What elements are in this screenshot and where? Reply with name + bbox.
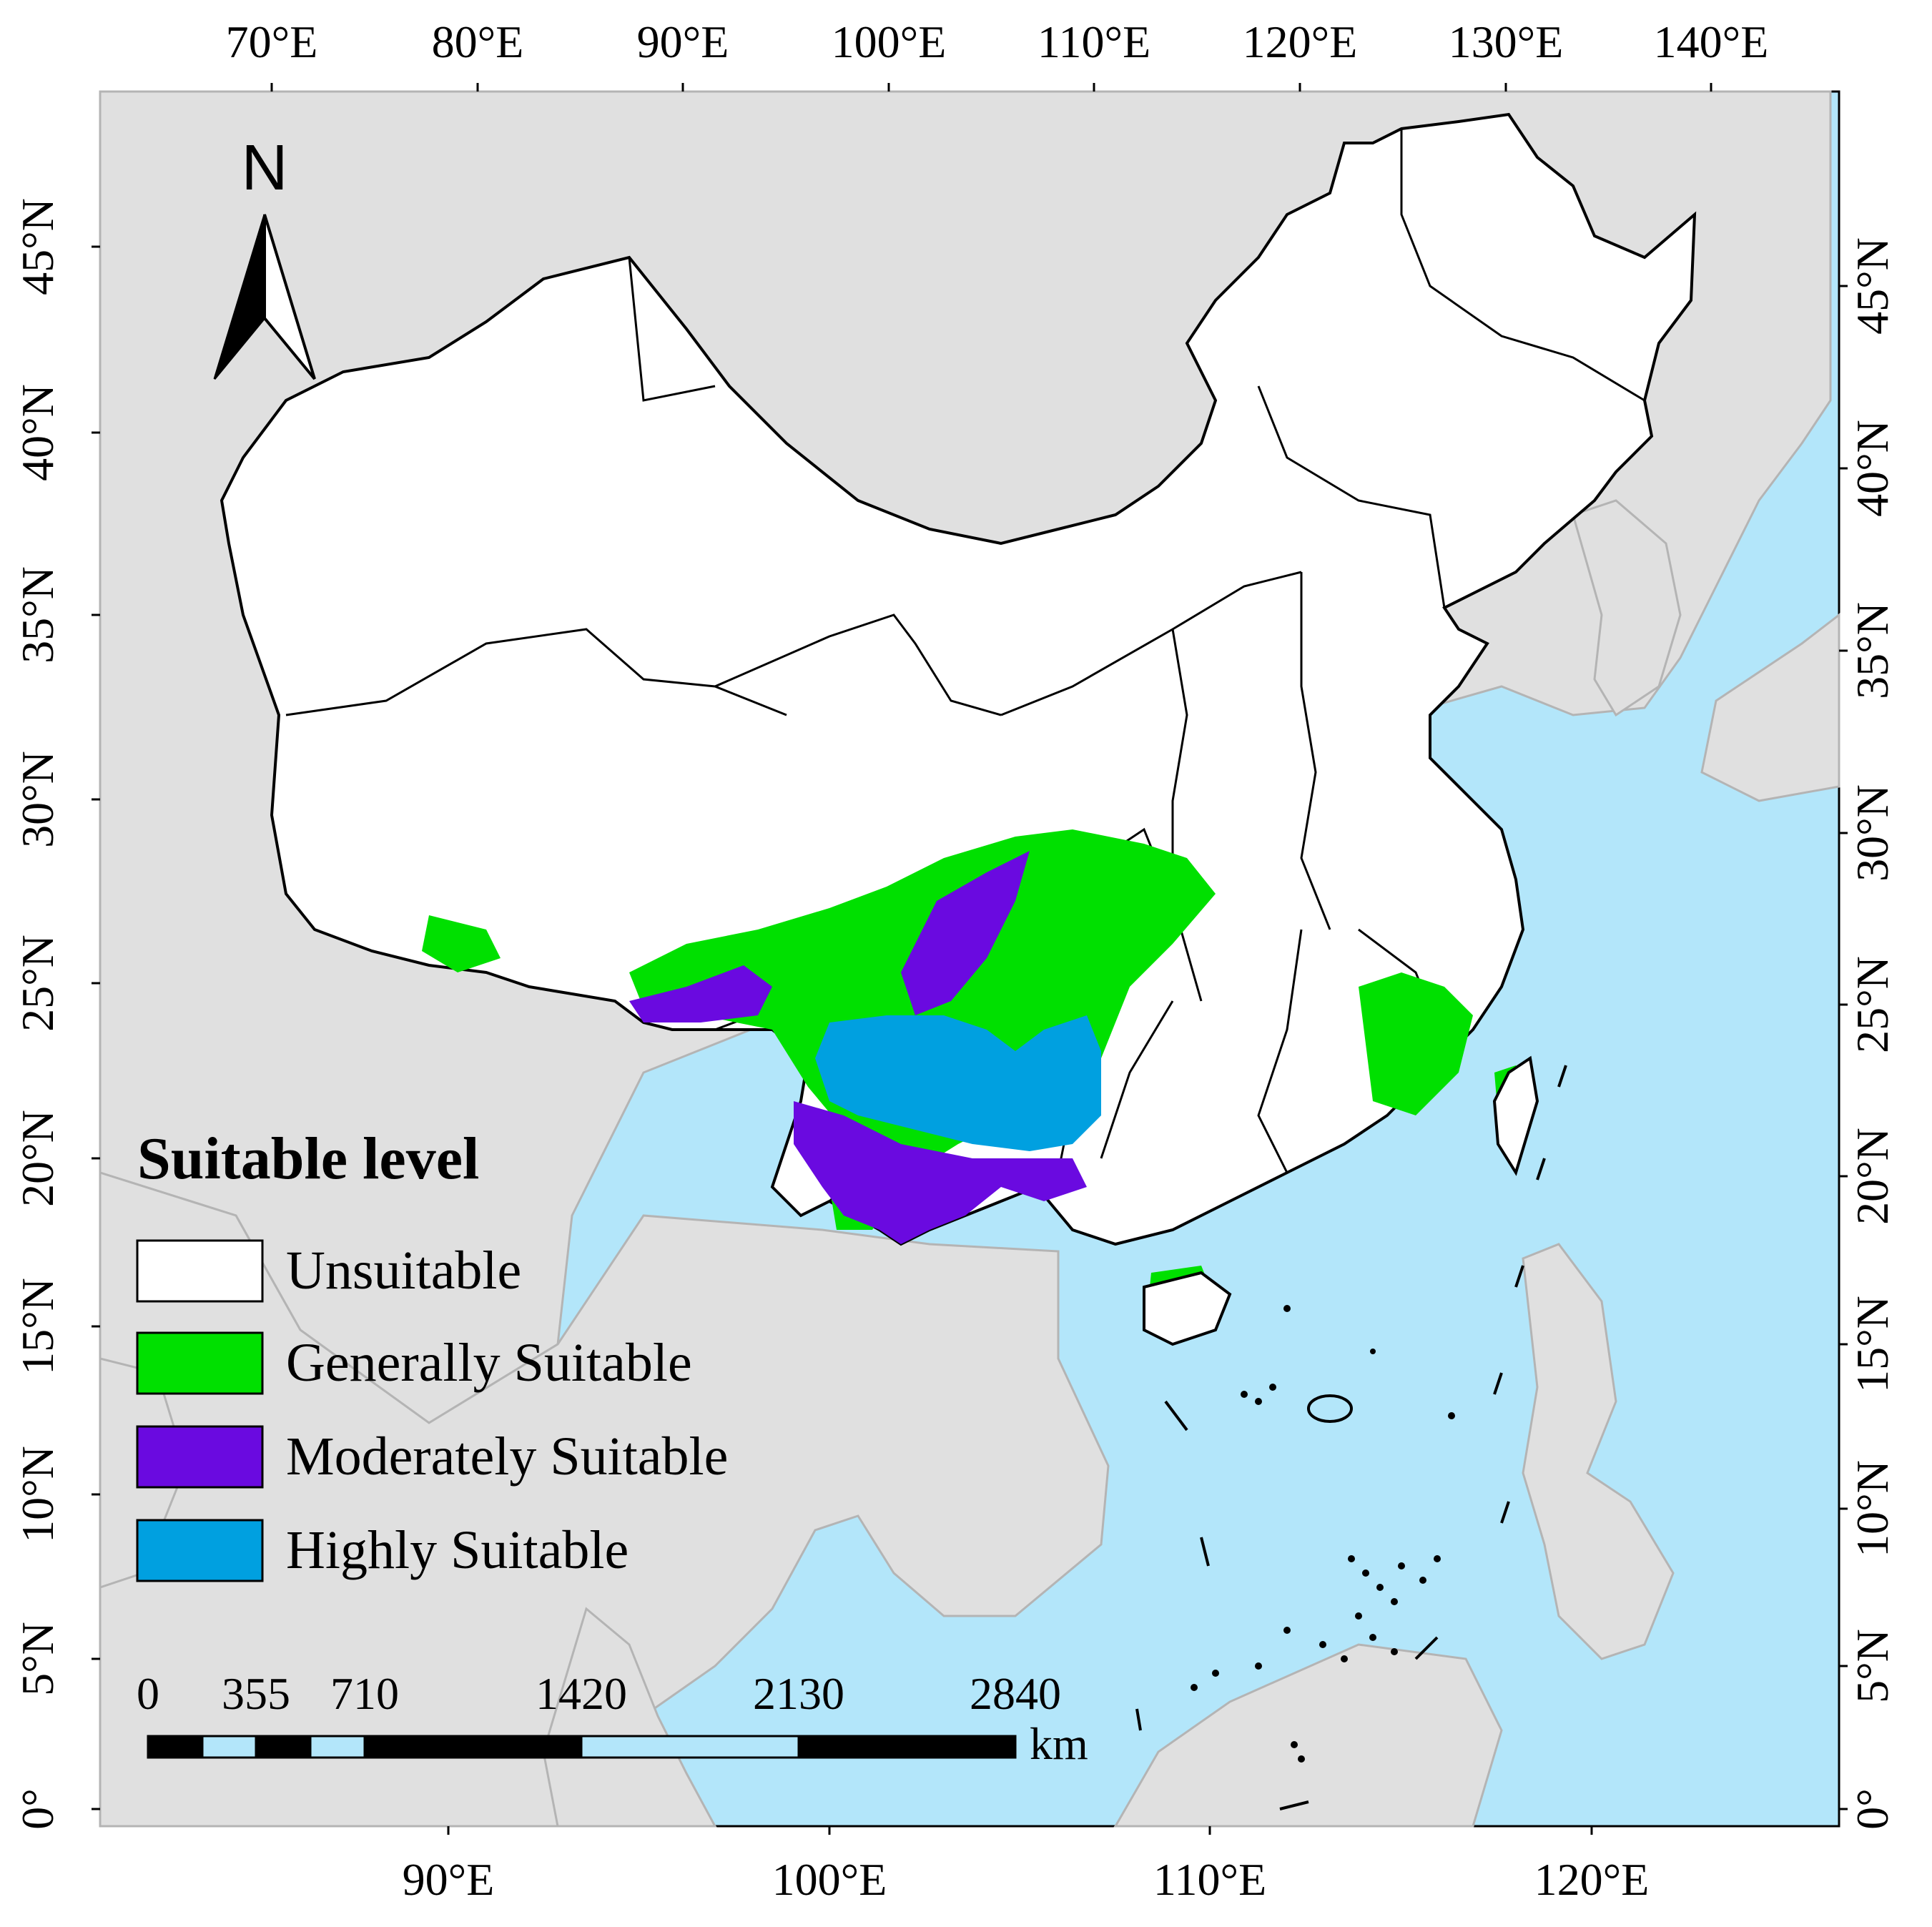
scale-segment — [580, 1735, 800, 1759]
scale-segment — [255, 1735, 312, 1759]
lat-label: 0° — [12, 1788, 63, 1830]
scale-segment — [363, 1735, 583, 1759]
lat-label: 25°N — [12, 935, 63, 1032]
moderately-suitable-zone — [794, 1101, 1087, 1244]
scale-segment — [309, 1735, 366, 1759]
lon-label: 140°E — [1654, 16, 1769, 67]
scale-unit: km — [1030, 1718, 1088, 1769]
legend-swatch-generally-suitable — [136, 1331, 264, 1395]
lat-label: 40°N — [12, 384, 63, 481]
lat-label: 20°N — [12, 1110, 63, 1207]
lon-label: 110°E — [1153, 1854, 1266, 1905]
lon-label: 90°E — [403, 1854, 495, 1905]
lat-label: 45°N — [12, 198, 63, 295]
lon-label: 100°E — [772, 1854, 887, 1905]
lat-label: 10°N — [12, 1446, 63, 1543]
generally-suitable-zone — [422, 915, 501, 972]
legend-title: Suitable level — [137, 1125, 479, 1192]
moderately-suitable-zone — [901, 851, 1030, 1015]
legend-label: Generally Suitable — [286, 1333, 692, 1393]
tick-marks — [92, 83, 1848, 1835]
scale-segment — [201, 1735, 257, 1759]
lat-label: 30°N — [12, 751, 63, 848]
lon-label: 120°E — [1243, 16, 1358, 67]
lon-label: 70°E — [226, 16, 318, 67]
bottom-axis-labels: 90°E 100°E 110°E 120°E — [403, 1854, 1650, 1905]
lat-label: 25°N — [1847, 956, 1898, 1053]
lat-label: 15°N — [12, 1278, 63, 1375]
north-arrow-label: N — [242, 132, 288, 204]
scale-tick-label: 0 — [137, 1668, 159, 1719]
legend-label: Moderately Suitable — [286, 1426, 728, 1487]
scale-tick-label: 355 — [222, 1668, 290, 1719]
north-arrow-icon — [263, 214, 316, 380]
lon-label: 130°E — [1449, 16, 1564, 67]
lon-label: 100°E — [832, 16, 947, 67]
lat-label: 45°N — [1847, 237, 1898, 335]
scale-tick-label: 710 — [330, 1668, 399, 1719]
lat-label: 35°N — [1847, 602, 1898, 699]
legend-swatch-unsuitable — [136, 1239, 264, 1303]
legend-swatch-moderately-suitable — [136, 1425, 264, 1489]
top-axis-labels: 70°E 80°E 90°E 100°E 110°E 120°E 130°E 1… — [226, 16, 1769, 67]
lat-label: 0° — [1847, 1788, 1898, 1830]
lat-label: 20°N — [1847, 1128, 1898, 1225]
lon-label: 120°E — [1534, 1854, 1650, 1905]
lat-label: 5°N — [12, 1622, 63, 1696]
scale-segment — [797, 1735, 1017, 1759]
scale-segment — [147, 1735, 204, 1759]
lon-label: 80°E — [432, 16, 524, 67]
scale-tick-label: 2130 — [753, 1668, 844, 1719]
highly-suitable-zone — [815, 1015, 1101, 1151]
lat-label: 30°N — [1847, 784, 1898, 882]
lat-label: 10°N — [1847, 1460, 1898, 1557]
lon-label: 90°E — [637, 16, 729, 67]
legend-label: Highly Suitable — [286, 1520, 629, 1580]
taiwan-island — [1492, 1055, 1539, 1176]
island-dots — [1191, 1305, 1455, 1763]
lat-label: 15°N — [1847, 1296, 1898, 1393]
north-arrow: N — [213, 132, 316, 380]
lat-label: 40°N — [1847, 420, 1898, 517]
lat-label: 35°N — [12, 566, 63, 664]
scale-tick-label: 2840 — [970, 1668, 1061, 1719]
lat-label: 5°N — [1847, 1629, 1898, 1703]
right-axis-labels: 45°N 40°N 35°N 30°N 25°N 20°N 15°N 10°N … — [1847, 237, 1898, 1830]
legend: Suitable level Unsuitable Generally Suit… — [136, 1125, 728, 1582]
legend-label: Unsuitable — [286, 1241, 521, 1301]
south-china-sea-marks — [1135, 1065, 1567, 1810]
scale-bar: 0 355 710 1420 2130 2840 km — [137, 1668, 1088, 1769]
legend-swatch-highly-suitable — [136, 1519, 264, 1582]
generally-suitable-zone — [1359, 972, 1473, 1115]
scale-tick-label: 1420 — [536, 1668, 627, 1719]
moderately-suitable-zone — [629, 965, 772, 1022]
lon-label: 110°E — [1038, 16, 1150, 67]
left-axis-labels: 45°N 40°N 35°N 30°N 25°N 20°N 15°N 10°N … — [12, 198, 63, 1830]
hainan-island — [1143, 1271, 1232, 1346]
